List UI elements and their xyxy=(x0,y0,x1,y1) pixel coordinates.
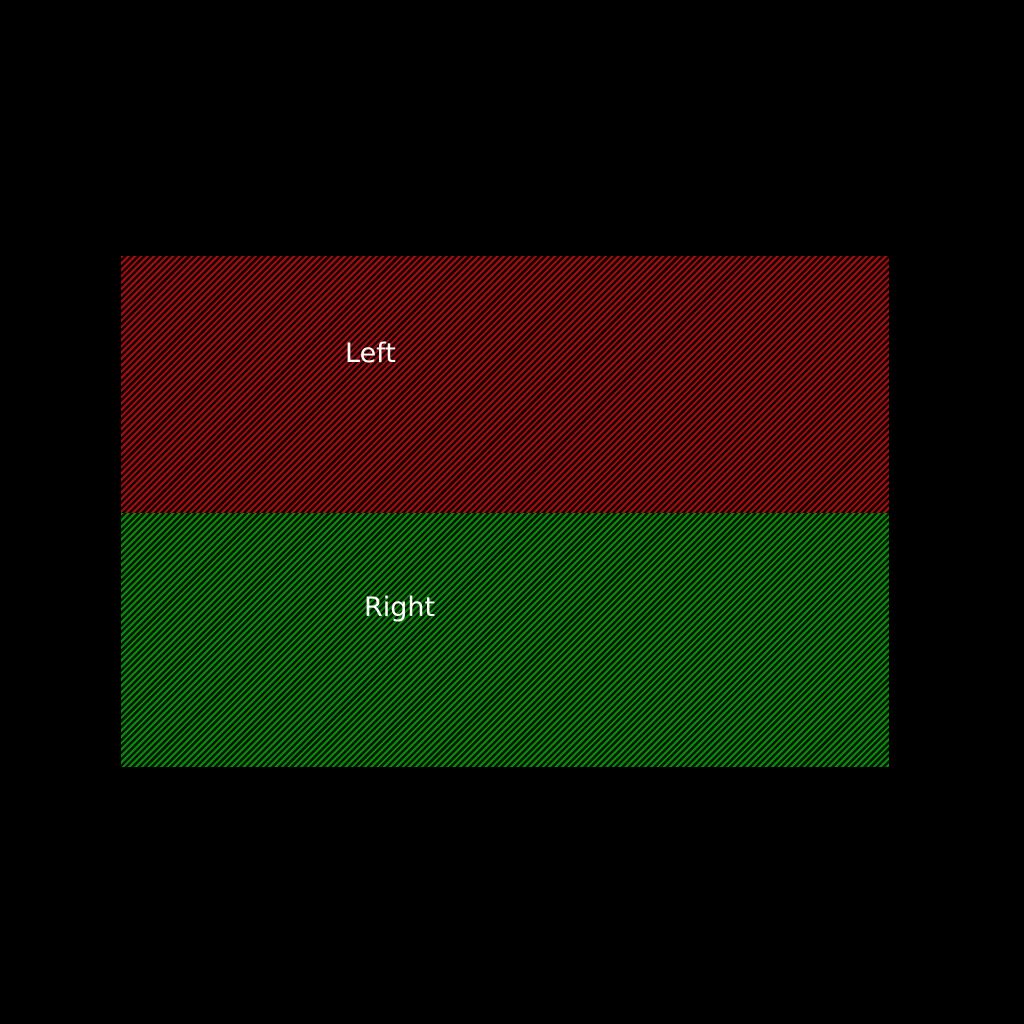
top-hatched-panel: Left xyxy=(121,256,889,513)
panel-label-right: Right xyxy=(364,592,436,623)
bottom-hatched-panel: Right xyxy=(121,513,889,767)
panel-label-left: Left xyxy=(345,338,396,369)
